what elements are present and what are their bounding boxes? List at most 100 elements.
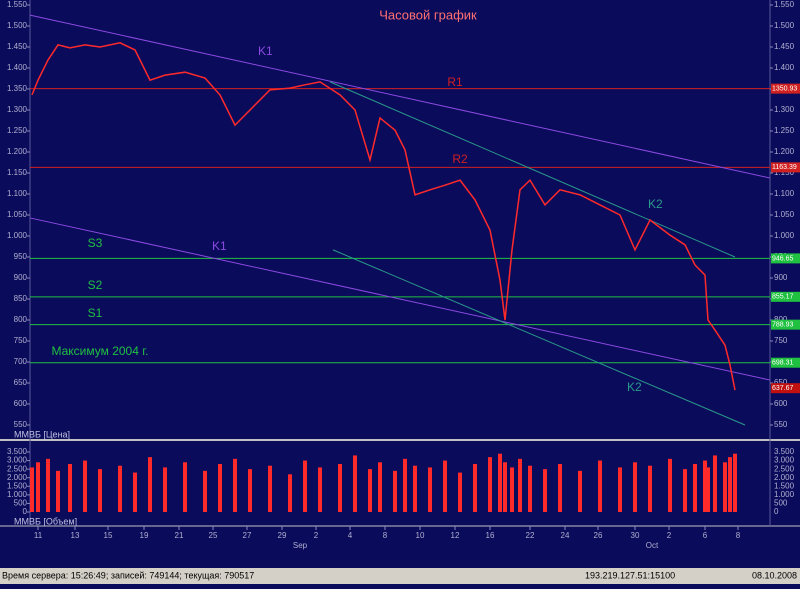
volume-bar xyxy=(36,462,40,512)
volume-bar xyxy=(528,465,532,512)
chart-title: Часовой график xyxy=(379,7,477,22)
volume-tick-label: 3.000 xyxy=(7,456,28,465)
volume-bar xyxy=(368,469,372,512)
x-tick-label: 8 xyxy=(736,531,741,540)
x-tick-label: 25 xyxy=(209,531,218,540)
volume-tick-label: 3.500 xyxy=(7,447,28,456)
volume-bar xyxy=(518,458,522,512)
month-label: Oct xyxy=(646,541,659,550)
volume-bar xyxy=(733,453,737,512)
volume-bar xyxy=(218,464,222,512)
volume-bar xyxy=(148,457,152,512)
x-tick-label: 10 xyxy=(416,531,425,540)
x-tick-label: 21 xyxy=(175,531,184,540)
status-bar xyxy=(0,568,800,584)
volume-tick-label: 2.000 xyxy=(774,473,795,482)
level-label: R1 xyxy=(447,75,463,89)
y-tick-label: 550 xyxy=(774,420,788,429)
y-tick-label: 1.000 xyxy=(774,231,795,240)
volume-bar xyxy=(598,460,602,512)
y-tick-label: 1.550 xyxy=(774,0,795,9)
y-tick-label: 1.050 xyxy=(7,210,28,219)
trend-line xyxy=(29,14,771,179)
volume-bar xyxy=(303,460,307,512)
y-tick-label: 650 xyxy=(774,378,788,387)
volume-bar xyxy=(413,465,417,512)
price-legend: ММВБ [Цена] xyxy=(14,429,70,439)
y-tick-label: 1.100 xyxy=(7,189,28,198)
y-tick-label: 1.400 xyxy=(774,63,795,72)
volume-bar xyxy=(68,464,72,512)
volume-bar xyxy=(83,460,87,512)
volume-bar xyxy=(443,460,447,512)
volume-bar xyxy=(233,458,237,512)
volume-bar xyxy=(393,470,397,512)
x-tick-label: 13 xyxy=(71,531,80,540)
level-value-box xyxy=(771,83,800,94)
x-tick-label: 22 xyxy=(526,531,535,540)
volume-tick-label: 2.500 xyxy=(7,464,28,473)
volume-bar xyxy=(458,472,462,512)
y-tick-label: 550 xyxy=(14,420,28,429)
x-tick-label: 19 xyxy=(140,531,149,540)
volume-bar xyxy=(403,458,407,512)
y-tick-label: 1.250 xyxy=(774,126,795,135)
volume-bar xyxy=(203,470,207,512)
y-tick-label: 1.150 xyxy=(774,168,795,177)
trend-line xyxy=(332,249,746,426)
y-tick-label: 650 xyxy=(14,378,28,387)
level-value: 855.17 xyxy=(772,294,794,301)
volume-tick-label: 1.000 xyxy=(774,490,795,499)
y-tick-label: 900 xyxy=(774,273,788,282)
volume-bar xyxy=(498,453,502,512)
y-tick-label: 1.450 xyxy=(7,42,28,51)
y-tick-label: 1.450 xyxy=(774,42,795,51)
y-tick-label: 800 xyxy=(774,315,788,324)
volume-bar xyxy=(378,462,382,512)
level-value: 788.93 xyxy=(772,321,794,328)
volume-tick-label: 0 xyxy=(774,507,779,516)
volume-tick-label: 3.000 xyxy=(774,456,795,465)
trend-label: K1 xyxy=(212,239,227,253)
volume-bar xyxy=(56,470,60,512)
y-tick-label: 600 xyxy=(14,399,28,408)
x-tick-label: 15 xyxy=(104,531,113,540)
trend-line xyxy=(329,81,736,258)
level-value-box xyxy=(771,253,800,264)
last-price: 637.67 xyxy=(772,385,794,392)
volume-bar xyxy=(133,472,137,512)
volume-bar xyxy=(510,467,514,512)
x-tick-label: 26 xyxy=(594,531,603,540)
volume-bar xyxy=(288,474,292,512)
volume-bar xyxy=(683,469,687,512)
x-tick-label: 29 xyxy=(278,531,287,540)
y-tick-label: 1.150 xyxy=(7,168,28,177)
level-value-box xyxy=(771,291,800,302)
month-label: Sep xyxy=(293,541,308,550)
volume-bar xyxy=(703,460,707,512)
x-tick-label: 2 xyxy=(314,531,319,540)
y-tick-label: 1.500 xyxy=(774,21,795,30)
volume-tick-label: 1.000 xyxy=(7,490,28,499)
last-price-box xyxy=(771,383,800,394)
trend-line xyxy=(29,217,771,381)
volume-bar xyxy=(268,465,272,512)
level-label: S1 xyxy=(88,306,103,320)
x-tick-label: 12 xyxy=(451,531,460,540)
y-tick-label: 850 xyxy=(14,294,28,303)
x-tick-label: 24 xyxy=(561,531,570,540)
volume-bar xyxy=(183,462,187,512)
y-tick-label: 750 xyxy=(14,336,28,345)
y-tick-label: 1.500 xyxy=(7,21,28,30)
volume-bar xyxy=(488,457,492,512)
price-line xyxy=(31,42,736,391)
volume-tick-label: 500 xyxy=(774,499,788,508)
volume-bar xyxy=(728,457,732,512)
level-label: S3 xyxy=(88,236,103,250)
level-label: R2 xyxy=(452,152,468,166)
volume-bar xyxy=(706,467,710,512)
volume-bar xyxy=(558,464,562,512)
trend-label: K2 xyxy=(627,380,642,394)
volume-bar xyxy=(648,465,652,512)
